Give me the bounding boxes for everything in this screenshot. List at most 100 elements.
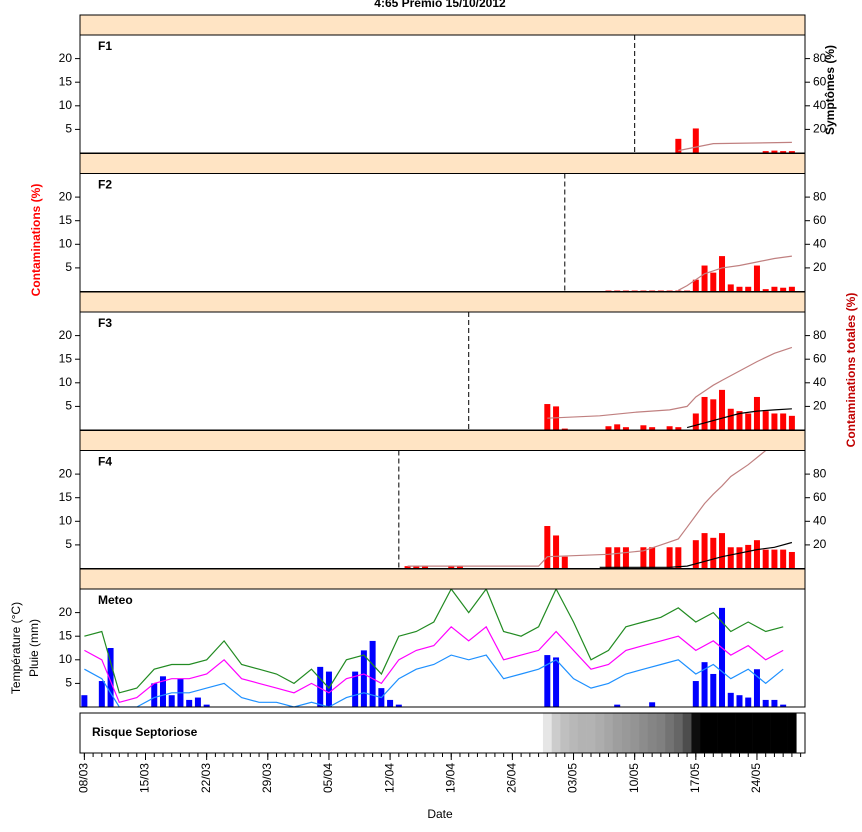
bar: [544, 526, 551, 569]
y-tick-label: 15: [59, 351, 73, 365]
panel-frame: [79, 311, 806, 431]
bar: [701, 396, 708, 430]
panel-label: F3: [98, 316, 112, 330]
x-tick-label: 03/05: [566, 763, 580, 793]
bar: [317, 666, 324, 707]
panel-frame: [79, 588, 806, 708]
risk-cell: [586, 713, 596, 753]
plot-area: [398, 450, 795, 569]
panel-label: F2: [98, 178, 112, 192]
bar: [553, 535, 560, 569]
bar: [692, 540, 699, 569]
bar: [727, 408, 734, 430]
bar: [745, 286, 752, 292]
y2-tick-label: 20: [813, 399, 827, 413]
line: [407, 450, 767, 567]
bar: [719, 607, 726, 707]
bar: [605, 426, 612, 430]
bar: [771, 699, 778, 707]
y-tick-label: 5: [65, 399, 72, 413]
bar: [622, 547, 629, 569]
bar: [675, 427, 682, 430]
bar: [736, 411, 743, 430]
bar: [649, 547, 656, 569]
bar: [413, 565, 420, 569]
bar: [780, 704, 787, 707]
bar: [753, 669, 760, 707]
bar: [692, 681, 699, 707]
bar: [762, 289, 769, 292]
bar: [168, 695, 175, 707]
risk-cell: [787, 713, 797, 753]
y-axis-label: Contaminations (%): [29, 184, 43, 297]
bar: [719, 389, 726, 430]
bar: [387, 699, 394, 707]
y2-tick-label: 40: [813, 98, 827, 112]
x-tick-label: 19/04: [443, 763, 457, 793]
y-tick-label: 5: [65, 260, 72, 274]
bar: [692, 413, 699, 430]
bar: [404, 566, 411, 569]
line: [678, 255, 792, 291]
y-tick-label: 20: [59, 328, 73, 342]
y2-axis-label: Contaminations totales (%): [844, 293, 858, 448]
risk-cell: [743, 713, 753, 753]
bar: [614, 704, 621, 707]
risk-cell: [551, 713, 561, 753]
plot-area: [634, 35, 795, 153]
y2-tick-label: 40: [813, 513, 827, 527]
y2-tick-label: 60: [813, 213, 827, 227]
y2-tick-label: 80: [813, 51, 827, 65]
bar: [701, 265, 708, 292]
y2-tick-label: 80: [813, 466, 827, 480]
plot-area: [564, 173, 795, 292]
bar: [736, 695, 743, 707]
panel-frame: [79, 173, 806, 292]
risk-cell: [595, 713, 605, 753]
strip: [79, 430, 806, 451]
x-tick-label: 10/05: [627, 763, 641, 793]
bar: [666, 426, 673, 430]
risk-cell: [717, 713, 727, 753]
y-tick-label: 15: [59, 628, 73, 642]
bar: [369, 640, 376, 707]
y2-tick-label: 40: [813, 375, 827, 389]
y-tick-label: 20: [59, 189, 73, 203]
risk-cell: [656, 713, 666, 753]
y2-tick-label: 60: [813, 351, 827, 365]
y2-tick-label: 20: [813, 537, 827, 551]
risk-cell: [621, 713, 631, 753]
bar: [107, 648, 114, 707]
panel-label: F1: [98, 39, 112, 53]
y-axis-label: Pluie (mm): [27, 619, 41, 677]
strip: [79, 568, 806, 590]
bar: [159, 676, 166, 707]
bar: [360, 650, 367, 707]
y2-tick-label: 80: [813, 328, 827, 342]
bar: [395, 704, 402, 707]
y-tick-label: 5: [65, 676, 72, 690]
bar: [456, 566, 463, 569]
risk-cell: [665, 713, 675, 753]
line: [84, 654, 784, 707]
bar: [780, 413, 787, 430]
risk-strip: [542, 713, 797, 753]
bar: [753, 540, 760, 569]
risk-cell: [604, 713, 614, 753]
risk-cell: [752, 713, 762, 753]
bar: [422, 565, 429, 569]
bar: [710, 399, 717, 430]
bar: [640, 425, 647, 430]
line: [84, 625, 784, 704]
bar: [762, 151, 769, 153]
x-tick-label: 29/03: [260, 763, 274, 793]
bar: [780, 549, 787, 569]
x-tick-label: 12/04: [382, 763, 396, 793]
bar: [745, 544, 752, 569]
risk-cell: [761, 713, 771, 753]
risk-cell: [542, 713, 552, 753]
x-tick-label: 05/04: [321, 763, 335, 793]
plot-area: [468, 312, 795, 430]
